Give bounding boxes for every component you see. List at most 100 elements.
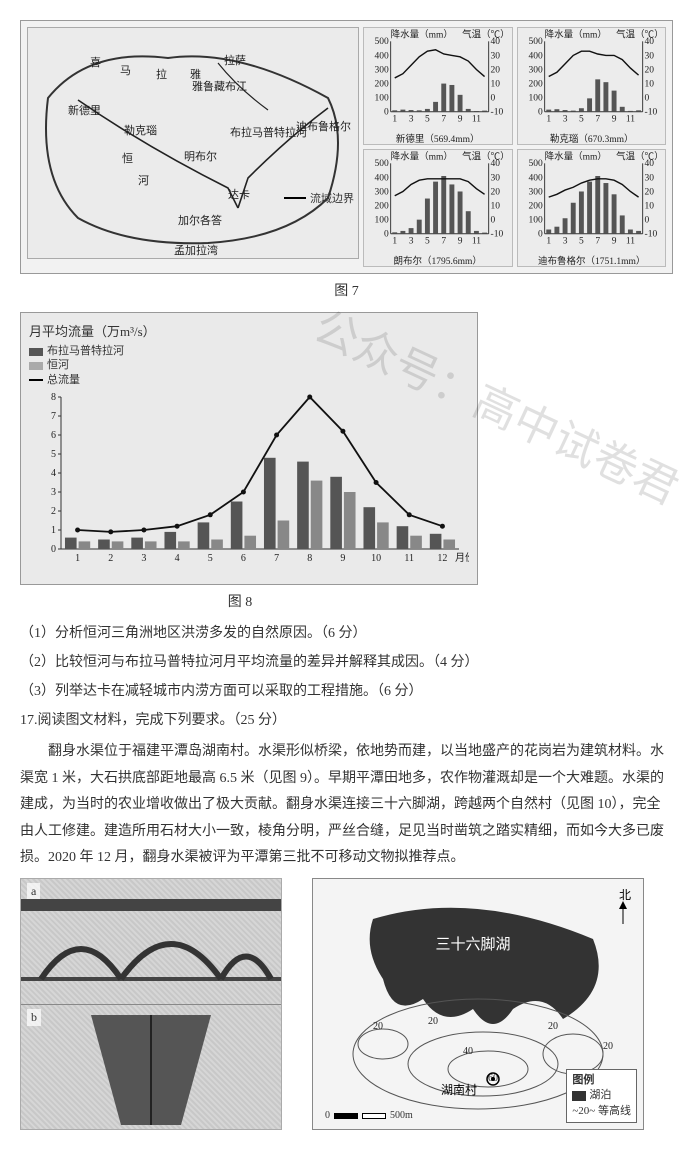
svg-text:1: 1	[51, 525, 56, 536]
fig8-caption: 图 8	[20, 591, 460, 611]
svg-text:1: 1	[75, 553, 80, 564]
svg-text:降水量（mm）: 降水量（mm）	[391, 29, 453, 41]
svg-text:11: 11	[404, 553, 414, 564]
svg-text:5: 5	[425, 114, 430, 124]
fig7-legend-text: 流域边界	[310, 190, 354, 206]
climate-chart-0: 降水量（mm）气温（℃）0100200300400500-10010203040…	[363, 27, 513, 145]
figure-7-box: 流域边界 喜马拉雅拉萨雅鲁藏布江新德里勒克瑙恒河明布尔布拉马普特拉河迪布鲁格尔达…	[20, 20, 673, 274]
svg-text:200: 200	[374, 79, 389, 89]
svg-text:6: 6	[51, 430, 56, 441]
scale-left: 0	[325, 1110, 330, 1121]
map-label: 马	[120, 62, 131, 78]
legend-ganges: 恒河	[47, 359, 69, 371]
svg-text:7: 7	[595, 236, 600, 246]
fig8-svg: 012345678123456789101112月份	[29, 391, 469, 571]
svg-text:月份: 月份	[455, 552, 469, 564]
legend-brahma: 布拉马普特拉河	[47, 345, 124, 357]
svg-text:降水量（mm）: 降水量（mm）	[391, 151, 453, 163]
svg-text:40: 40	[463, 1046, 473, 1057]
svg-text:8: 8	[307, 553, 312, 564]
svg-text:40: 40	[491, 37, 501, 47]
fig9-a: a	[21, 879, 281, 1005]
svg-text:4: 4	[51, 468, 56, 479]
svg-text:-10: -10	[644, 230, 657, 240]
svg-text:1: 1	[546, 114, 551, 124]
svg-text:0: 0	[384, 230, 389, 240]
svg-text:20: 20	[491, 187, 501, 197]
svg-text:-10: -10	[644, 108, 657, 118]
svg-text:6: 6	[241, 553, 246, 564]
svg-text:气温（℃）: 气温（℃）	[616, 29, 664, 41]
svg-text:3: 3	[141, 553, 146, 564]
map-label: 拉	[156, 66, 167, 82]
fig8-panel: 月平均流量（万m³/s） 布拉马普特拉河 恒河 总流量 012345678123…	[20, 312, 478, 585]
svg-text:100: 100	[374, 216, 389, 226]
svg-text:30: 30	[491, 51, 501, 61]
svg-text:500: 500	[528, 37, 543, 47]
svg-text:400: 400	[374, 51, 389, 61]
svg-text:0: 0	[537, 108, 542, 118]
svg-text:9: 9	[340, 553, 345, 564]
svg-text:20: 20	[373, 1021, 383, 1032]
lake-label: 三十六脚湖	[435, 936, 510, 953]
svg-text:7: 7	[441, 236, 446, 246]
svg-text:9: 9	[458, 114, 463, 124]
svg-text:0: 0	[491, 94, 496, 104]
svg-text:20: 20	[491, 65, 501, 75]
svg-text:300: 300	[528, 65, 543, 75]
svg-text:10: 10	[491, 202, 501, 212]
fig8-ytitle: 月平均流量（万m³/s）	[29, 321, 469, 340]
svg-text:11: 11	[625, 114, 634, 124]
map-label: 雅鲁藏布江	[192, 78, 247, 94]
svg-text:30: 30	[644, 51, 654, 61]
svg-text:7: 7	[51, 411, 56, 422]
svg-text:200: 200	[374, 202, 389, 212]
fig7-caption: 图 7	[20, 280, 673, 300]
fig9-photos: a b	[20, 878, 282, 1130]
svg-text:30: 30	[491, 173, 501, 183]
map-label: 迪布鲁格尔	[296, 118, 351, 134]
svg-text:勒克瑙（670.3mm）: 勒克瑙（670.3mm）	[549, 133, 633, 144]
svg-text:5: 5	[579, 114, 584, 124]
fig10-scale: 0 500m	[325, 1110, 413, 1121]
question-17: 17.阅读图文材料，完成下列要求。（25 分）	[20, 710, 673, 731]
svg-text:11: 11	[472, 114, 481, 124]
svg-text:1: 1	[392, 236, 397, 246]
svg-text:北: 北	[619, 888, 631, 902]
svg-text:3: 3	[409, 236, 414, 246]
svg-text:3: 3	[409, 114, 414, 124]
fig7-map: 流域边界 喜马拉雅拉萨雅鲁藏布江新德里勒克瑙恒河明布尔布拉马普特拉河迪布鲁格尔达…	[27, 27, 359, 259]
fig10-legend-title: 图例	[572, 1073, 631, 1088]
fig10-legend: 图例 湖泊 ~20~ 等高线	[566, 1069, 637, 1123]
svg-text:迪布鲁格尔（1751.1mm）: 迪布鲁格尔（1751.1mm）	[538, 255, 645, 266]
svg-text:降水量（mm）: 降水量（mm）	[544, 29, 606, 41]
climate-chart-1: 降水量（mm）气温（℃）0100200300400500-10010203040…	[517, 27, 667, 145]
map-label: 加尔各答	[178, 212, 222, 228]
arch-bridge-icon	[21, 879, 281, 1004]
svg-text:200: 200	[528, 79, 543, 89]
svg-text:9: 9	[611, 114, 616, 124]
fig10-map: 三十六脚湖 20 20 20 20 40 60 湖南村 北 0	[312, 878, 644, 1130]
svg-text:10: 10	[491, 79, 501, 89]
svg-text:100: 100	[528, 94, 543, 104]
question-1: （1）分析恒河三角洲地区洪涝多发的自然原因。（6 分）	[20, 623, 673, 644]
svg-text:500: 500	[374, 37, 389, 47]
svg-text:2: 2	[51, 506, 56, 517]
svg-text:气温（℃）: 气温（℃）	[462, 151, 510, 163]
svg-text:300: 300	[374, 65, 389, 75]
svg-text:气温（℃）: 气温（℃）	[462, 29, 510, 41]
map-label: 勒克瑙	[124, 122, 157, 138]
svg-text:5: 5	[208, 553, 213, 564]
map-label: 明布尔	[184, 148, 217, 164]
svg-text:降水量（mm）: 降水量（mm）	[544, 151, 606, 163]
svg-text:1: 1	[546, 236, 551, 246]
svg-text:10: 10	[644, 79, 654, 89]
svg-text:7: 7	[595, 114, 600, 124]
legend-total: 总流量	[47, 374, 80, 386]
svg-text:9: 9	[458, 236, 463, 246]
map-label: 拉萨	[224, 52, 246, 68]
climate-chart-3: 降水量（mm）气温（℃）0100200300400500-10010203040…	[517, 149, 667, 267]
svg-text:0: 0	[51, 544, 56, 555]
svg-text:20: 20	[644, 187, 654, 197]
svg-text:100: 100	[528, 216, 543, 226]
